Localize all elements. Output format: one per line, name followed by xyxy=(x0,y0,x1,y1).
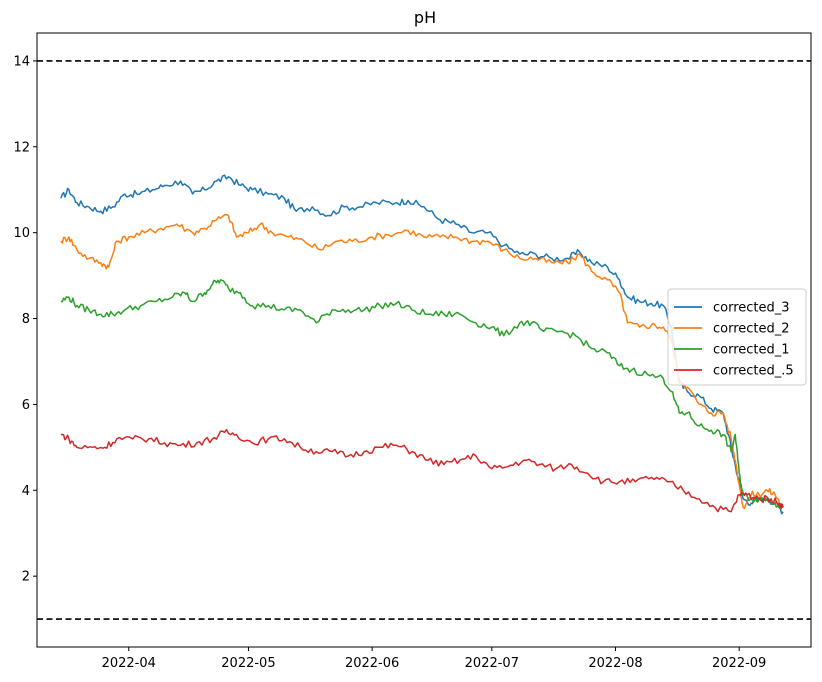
x-tick-label: 2022-05 xyxy=(221,656,275,671)
x-tick-label: 2022-07 xyxy=(465,656,519,671)
y-tick-label: 8 xyxy=(22,312,30,327)
plot-frame xyxy=(36,32,812,648)
y-tick-label: 6 xyxy=(22,398,30,413)
series-line-corrected-1 xyxy=(60,279,784,510)
legend-label: corrected_2 xyxy=(713,322,790,337)
series-line-corrected-5 xyxy=(60,428,784,513)
series-line-corrected-3 xyxy=(60,174,784,515)
legend-label: corrected_1 xyxy=(713,343,790,358)
y-tick-label: 4 xyxy=(22,484,30,499)
chart-title: pH xyxy=(414,8,436,27)
x-tick-label: 2022-06 xyxy=(345,656,399,671)
x-tick-label: 2022-09 xyxy=(712,656,766,671)
legend-label: corrected_3 xyxy=(713,301,790,316)
legend-box xyxy=(667,288,807,386)
y-tick-label: 14 xyxy=(13,54,30,69)
y-tick-label: 12 xyxy=(13,140,30,155)
series-line-corrected-2 xyxy=(60,213,784,510)
x-tick-label: 2022-04 xyxy=(102,656,156,671)
x-tick-label: 2022-08 xyxy=(588,656,642,671)
y-tick-label: 2 xyxy=(22,570,30,585)
legend-label: corrected_.5 xyxy=(713,364,794,379)
y-tick-label: 10 xyxy=(13,226,30,241)
